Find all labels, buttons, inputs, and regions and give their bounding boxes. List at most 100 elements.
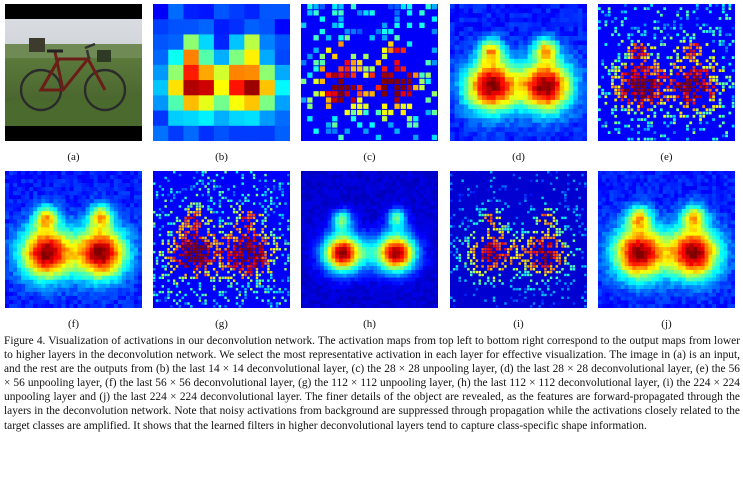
heatmap-e-cell (702, 79, 706, 82)
heatmap-f-cell (41, 199, 46, 204)
heatmap-h-cell (365, 231, 370, 237)
heatmap-g-cell (238, 213, 242, 217)
heatmap-f-cell (53, 195, 58, 200)
heatmap-f-cell (81, 215, 86, 220)
heatmap-h-cell (388, 209, 393, 214)
heatmap-f-cell (9, 195, 14, 200)
heatmap-d-cell (559, 136, 565, 141)
heatmap-f-cell (105, 235, 111, 240)
heatmap-h-cell (434, 262, 438, 267)
heatmap-h-cell (331, 216, 336, 221)
heatmap-f-cell (121, 239, 127, 244)
heatmap-f-cell (37, 215, 42, 220)
heatmap-h-cell (350, 209, 355, 214)
heatmap-h-cell (373, 182, 378, 187)
heatmap-h-cell (354, 254, 359, 259)
heatmap-h-cell (377, 254, 382, 259)
heatmap-f-cell (101, 199, 107, 204)
heatmap-d-cell (545, 63, 551, 69)
heatmap-d-cell (550, 17, 556, 23)
heatmap-f-cell (85, 251, 91, 257)
heatmap-g-cell (198, 285, 202, 288)
heatmap-d-cell (481, 8, 487, 14)
heatmap-h-cell (327, 205, 332, 210)
heatmap-d-cell (541, 81, 547, 87)
heatmap-h-cell (350, 197, 355, 202)
heatmap-d-cell (527, 31, 533, 37)
heatmap-g-cell (270, 202, 273, 205)
heatmap-h-cell (308, 292, 313, 297)
heatmap-f-cell (57, 291, 62, 297)
heatmap-g-cell (278, 213, 282, 217)
heatmap-e-cell (705, 82, 709, 86)
heatmap-h-cell (380, 224, 386, 229)
heatmap-h-cell (320, 277, 325, 282)
heatmap-h-cell (308, 216, 313, 221)
heatmap-g-cell (158, 216, 162, 220)
heatmap-d-cell (555, 4, 560, 9)
heatmap-f-cell (13, 223, 18, 228)
heatmap-d-cell (577, 90, 583, 96)
heatmap-f-cell (29, 231, 34, 236)
heatmap-f-cell (121, 259, 127, 265)
heatmap-g-cell (258, 213, 262, 217)
heatmap-f-cell (49, 171, 54, 176)
heatmap-g-cell (238, 270, 242, 274)
heatmap-e-cell (627, 79, 631, 82)
heatmap-f-cell (25, 239, 30, 244)
heatmap-b-cell (168, 80, 184, 96)
heatmap-h-cell (312, 224, 317, 229)
heatmap-e-cell (695, 82, 699, 86)
heatmap-b-cell (168, 95, 184, 111)
heatmap-h-cell (339, 235, 344, 240)
heatmap-e-cell (712, 59, 715, 63)
heatmap-e-cell (617, 85, 621, 89)
heatmap-d-cell (500, 4, 506, 9)
heatmap-g-cell (195, 250, 199, 254)
heatmap-h-cell (327, 228, 332, 233)
heatmap-f-cell (97, 203, 103, 208)
heatmap-h-cell (426, 174, 431, 180)
heatmap-f-cell (121, 203, 127, 208)
heatmap-d-cell (536, 90, 542, 96)
heatmap-f-cell (49, 203, 54, 208)
heatmap-f-cell (13, 255, 18, 261)
heatmap-h-cell (335, 262, 340, 267)
heatmap-c-cell (363, 66, 369, 72)
heatmap-h-cell (301, 197, 306, 202)
heatmap-g-cell (235, 253, 239, 257)
heatmap-g-cell (221, 262, 224, 265)
heatmap-h-cell (430, 243, 435, 248)
heatmap-d-cell (555, 104, 560, 110)
heatmap-g-cell (172, 239, 176, 242)
heatmap-d-cell (559, 99, 565, 105)
heatmap-f-cell (5, 287, 10, 293)
heatmap-f-cell (25, 263, 30, 269)
heatmap-d-cell (527, 45, 533, 51)
heatmap-c-cell (313, 35, 319, 41)
heatmap-g-cell (235, 236, 239, 240)
heatmap-d-cell (495, 31, 501, 37)
heatmap-d-cell (504, 86, 510, 92)
heatmap-c-cell (381, 28, 388, 35)
heatmap-f-cell (113, 175, 119, 180)
heatmap-d-cell (523, 131, 529, 137)
heatmap-f-cell (77, 171, 82, 176)
heatmap-e-cell (673, 95, 676, 99)
heatmap-d-cell (582, 122, 587, 128)
heatmap-d-cell (518, 8, 524, 14)
heatmap-f-cell (33, 303, 38, 308)
heatmap-f-cell (117, 299, 123, 305)
heatmap-h-cell (358, 212, 363, 218)
heatmap-d-cell (564, 45, 570, 51)
heatmap-f-cell (77, 203, 82, 208)
heatmap-h-cell (361, 262, 367, 267)
heatmap-d-cell (582, 45, 587, 51)
heatmap-g-cell (215, 273, 219, 277)
heatmap-d-cell (541, 72, 547, 78)
heatmap-f-cell (5, 243, 10, 248)
heatmap-f-cell (85, 207, 91, 212)
heatmap-h-cell (350, 273, 355, 278)
heatmap-g-cell (238, 208, 242, 211)
heatmap-d-cell (459, 26, 465, 32)
